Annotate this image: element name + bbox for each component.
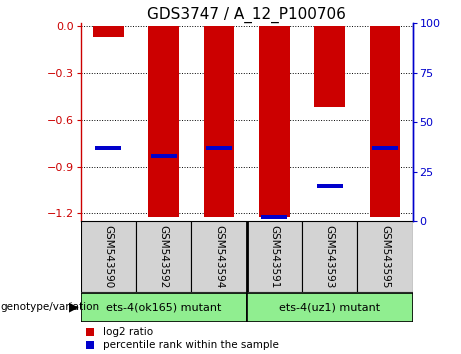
Text: ets-4(ok165) mutant: ets-4(ok165) mutant [106,302,221,312]
Title: GDS3747 / A_12_P100706: GDS3747 / A_12_P100706 [147,7,346,23]
Legend: log2 ratio, percentile rank within the sample: log2 ratio, percentile rank within the s… [86,327,278,350]
Bar [206,146,232,150]
Bar [370,26,400,217]
Bar [93,26,124,37]
Bar [148,26,179,217]
Bar [261,215,287,219]
Text: genotype/variation: genotype/variation [0,302,100,312]
Text: GSM543592: GSM543592 [159,225,169,289]
Bar [151,154,177,158]
Bar [314,26,345,107]
Text: GSM543591: GSM543591 [269,225,279,289]
Bar [191,221,247,292]
Bar [247,221,302,292]
Bar [204,26,234,217]
Bar [247,293,413,321]
Bar [302,221,357,292]
Bar [95,146,121,150]
Text: GSM543595: GSM543595 [380,225,390,289]
Text: GSM543593: GSM543593 [325,225,335,289]
Bar [357,221,413,292]
Bar [317,184,343,188]
Bar [136,221,191,292]
Text: GSM543594: GSM543594 [214,225,224,289]
Bar [372,146,398,150]
Text: GSM543590: GSM543590 [103,225,113,289]
Bar [81,221,136,292]
Bar [81,293,247,321]
Text: ets-4(uz1) mutant: ets-4(uz1) mutant [279,302,380,312]
Bar [259,26,290,217]
Text: ▶: ▶ [69,301,79,314]
